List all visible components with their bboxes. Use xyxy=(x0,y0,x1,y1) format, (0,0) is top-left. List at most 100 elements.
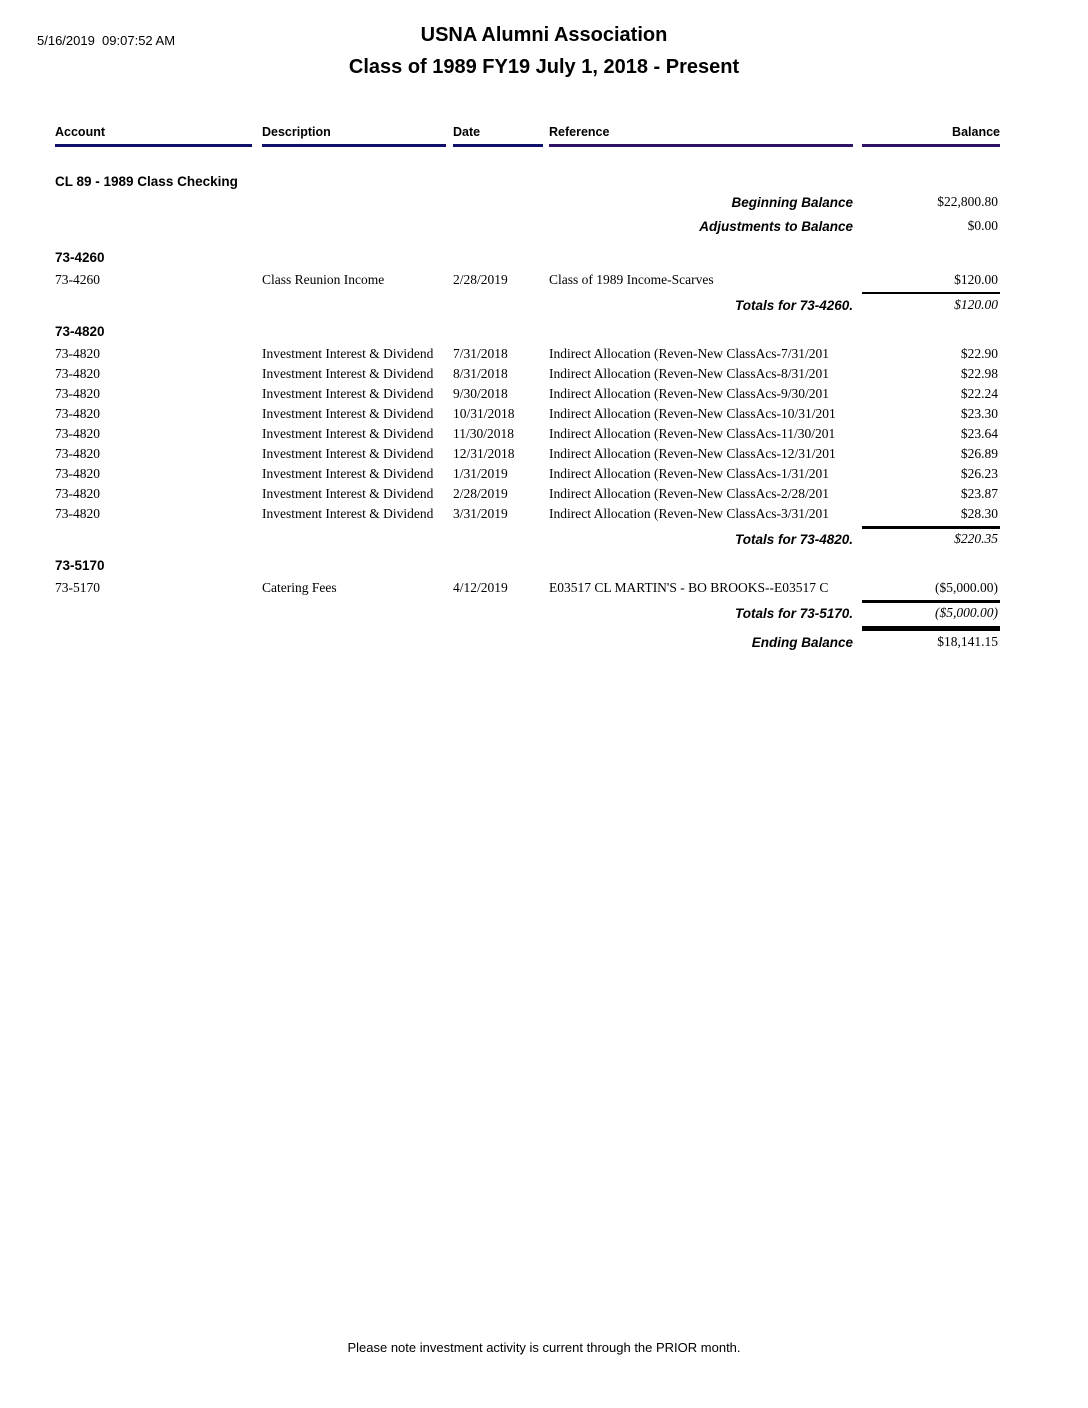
reference-cell: Indirect Allocation (Reven-New ClassAcs-… xyxy=(549,506,830,521)
reference-cell: E03517 CL MARTIN'S - BO BROOKS--E03517 C xyxy=(549,580,829,595)
balance-cell: $22.24 xyxy=(960,386,998,401)
table-row: 73-4820 Investment Interest & Dividend 2/2… xyxy=(0,486,1088,506)
subtotal-rule xyxy=(862,600,1000,603)
description-cell: Class Reunion Income xyxy=(262,272,385,287)
adjustments-balance-value: $0.00 xyxy=(967,218,998,233)
section-total-value: $120.00 xyxy=(954,297,998,312)
footer-note: Please note investment activity is curre… xyxy=(347,1340,741,1355)
date-cell: 4/12/2019 xyxy=(453,580,508,595)
group-title: CL 89 - 1989 Class Checking xyxy=(55,174,238,189)
account-cell: 73-4820 xyxy=(55,486,100,501)
account-cell: 73-4820 xyxy=(55,386,100,401)
date-cell: 12/31/2018 xyxy=(453,446,515,461)
description-cell: Investment Interest & Dividend xyxy=(262,446,434,461)
beginning-balance-row: Beginning Balance $22,800.80 xyxy=(0,194,1088,218)
balance-cell: $23.87 xyxy=(960,486,998,501)
account-cell: 73-4820 xyxy=(55,506,100,521)
table-row: 73-4820 Investment Interest & Dividend 7/3… xyxy=(0,346,1088,366)
subtotal-rule xyxy=(862,292,1000,294)
adjustments-balance-row: Adjustments to Balance $0.00 xyxy=(0,218,1088,242)
grand-total-rule xyxy=(862,626,1000,631)
account-cell: 73-4820 xyxy=(55,346,100,361)
report-title: USNA Alumni Association xyxy=(420,24,668,46)
date-cell: 3/31/2019 xyxy=(453,506,508,521)
report-sections: 73-4260 73-4260 Class Reunion Income 2/28/2… xyxy=(0,250,1088,624)
balance-cell: $23.30 xyxy=(960,406,998,421)
section-total-row: Totals for 73-5170. ($5,000.00) xyxy=(0,600,1088,624)
account-cell: 73-4820 xyxy=(55,426,100,441)
description-cell: Investment Interest & Dividend xyxy=(262,406,434,421)
reference-cell: Indirect Allocation (Reven-New ClassAcs-… xyxy=(549,406,836,421)
ending-balance-value: $18,141.15 xyxy=(937,634,998,649)
reference-cell: Indirect Allocation (Reven-New ClassAcs-… xyxy=(549,426,836,441)
table-row: 73-4820 Investment Interest & Dividend 12/… xyxy=(0,446,1088,466)
table-row: 73-4820 Investment Interest & Dividend 10/… xyxy=(0,406,1088,426)
date-cell: 7/31/2018 xyxy=(453,346,508,361)
description-cell: Investment Interest & Dividend xyxy=(262,506,434,521)
table-row: 73-4820 Investment Interest & Dividend 11/… xyxy=(0,426,1088,446)
date-cell: 8/31/2018 xyxy=(453,366,508,381)
print-timestamp: 5/16/2019 09:07:52 AM xyxy=(37,33,176,48)
reference-cell: Indirect Allocation (Reven-New ClassAcs-… xyxy=(549,446,836,461)
section-total-row: Totals for 73-4820. $220.35 xyxy=(0,526,1088,550)
reference-cell: Indirect Allocation (Reven-New ClassAcs-… xyxy=(549,346,830,361)
description-cell: Investment Interest & Dividend xyxy=(262,426,434,441)
section-code: 73-4820 xyxy=(55,324,105,339)
reference-cell: Indirect Allocation (Reven-New ClassAcs-… xyxy=(549,386,830,401)
description-cell: Investment Interest & Dividend xyxy=(262,346,434,361)
section-total-label: Totals for 73-4260. xyxy=(734,298,853,313)
report-subtitle: Class of 1989 FY19 July 1, 2018 - Presen… xyxy=(348,56,740,78)
balance-cell: $22.98 xyxy=(960,366,998,381)
reference-cell: Indirect Allocation (Reven-New ClassAcs-… xyxy=(549,486,830,501)
balance-cell: ($5,000.00) xyxy=(935,580,998,595)
table-row: 73-4260 Class Reunion Income 2/28/2019 Clas… xyxy=(0,272,1088,292)
table-row: 73-5170 Catering Fees 4/12/2019 E03517 CL M… xyxy=(0,580,1088,600)
account-cell: 73-4820 xyxy=(55,466,100,481)
table-row: 73-4820 Investment Interest & Dividend 3/3… xyxy=(0,506,1088,526)
date-cell: 11/30/2018 xyxy=(453,426,515,441)
ending-balance-row: Ending Balance $18,141.15 xyxy=(0,626,1088,652)
description-cell: Catering Fees xyxy=(262,580,337,595)
description-cell: Investment Interest & Dividend xyxy=(262,386,434,401)
description-cell: Investment Interest & Dividend xyxy=(262,466,434,481)
table-row: 73-4820 Investment Interest & Dividend 8/3… xyxy=(0,366,1088,386)
balance-cell: $26.23 xyxy=(960,466,998,481)
section-code: 73-5170 xyxy=(55,558,105,573)
table-header: Account Description Date Reference Balan… xyxy=(0,125,1088,149)
account-cell: 73-5170 xyxy=(55,580,100,595)
account-cell: 73-4260 xyxy=(55,272,100,287)
adjustments-balance-label: Adjustments to Balance xyxy=(699,219,853,234)
account-cell: 73-4820 xyxy=(55,406,100,421)
report-body: CL 89 - 1989 Class Checking Beginning Ba… xyxy=(0,174,1088,652)
table-row: 73-4820 Investment Interest & Dividend 9/3… xyxy=(0,386,1088,406)
date-cell: 10/31/2018 xyxy=(453,406,515,421)
account-cell: 73-4820 xyxy=(55,366,100,381)
column-header-description: Description xyxy=(262,125,446,147)
section-total-label: Totals for 73-4820. xyxy=(734,532,853,547)
ending-balance-label: Ending Balance xyxy=(751,635,853,650)
section-total-value: $220.35 xyxy=(954,531,998,546)
balance-cell: $23.64 xyxy=(960,426,998,441)
column-header-account: Account xyxy=(55,125,252,147)
description-cell: Investment Interest & Dividend xyxy=(262,366,434,381)
account-cell: 73-4820 xyxy=(55,446,100,461)
section-code: 73-4260 xyxy=(55,250,105,265)
section-total-row: Totals for 73-4260. $120.00 xyxy=(0,292,1088,316)
column-header-date: Date xyxy=(453,125,543,147)
reference-cell: Indirect Allocation (Reven-New ClassAcs-… xyxy=(549,466,830,481)
date-cell: 2/28/2019 xyxy=(453,486,508,501)
balance-cell: $26.89 xyxy=(960,446,998,461)
section-total-value: ($5,000.00) xyxy=(935,605,998,620)
reference-cell: Class of 1989 Income-Scarves xyxy=(549,272,714,287)
balance-cell: $22.90 xyxy=(960,346,998,361)
table-row: 73-4820 Investment Interest & Dividend 1/3… xyxy=(0,466,1088,486)
date-cell: 9/30/2018 xyxy=(453,386,508,401)
balance-cell: $120.00 xyxy=(954,272,998,287)
column-header-reference: Reference xyxy=(549,125,853,147)
date-cell: 2/28/2019 xyxy=(453,272,508,287)
column-header-balance: Balance xyxy=(862,125,1000,147)
beginning-balance-label: Beginning Balance xyxy=(731,195,853,210)
reference-cell: Indirect Allocation (Reven-New ClassAcs-… xyxy=(549,366,830,381)
description-cell: Investment Interest & Dividend xyxy=(262,486,434,501)
